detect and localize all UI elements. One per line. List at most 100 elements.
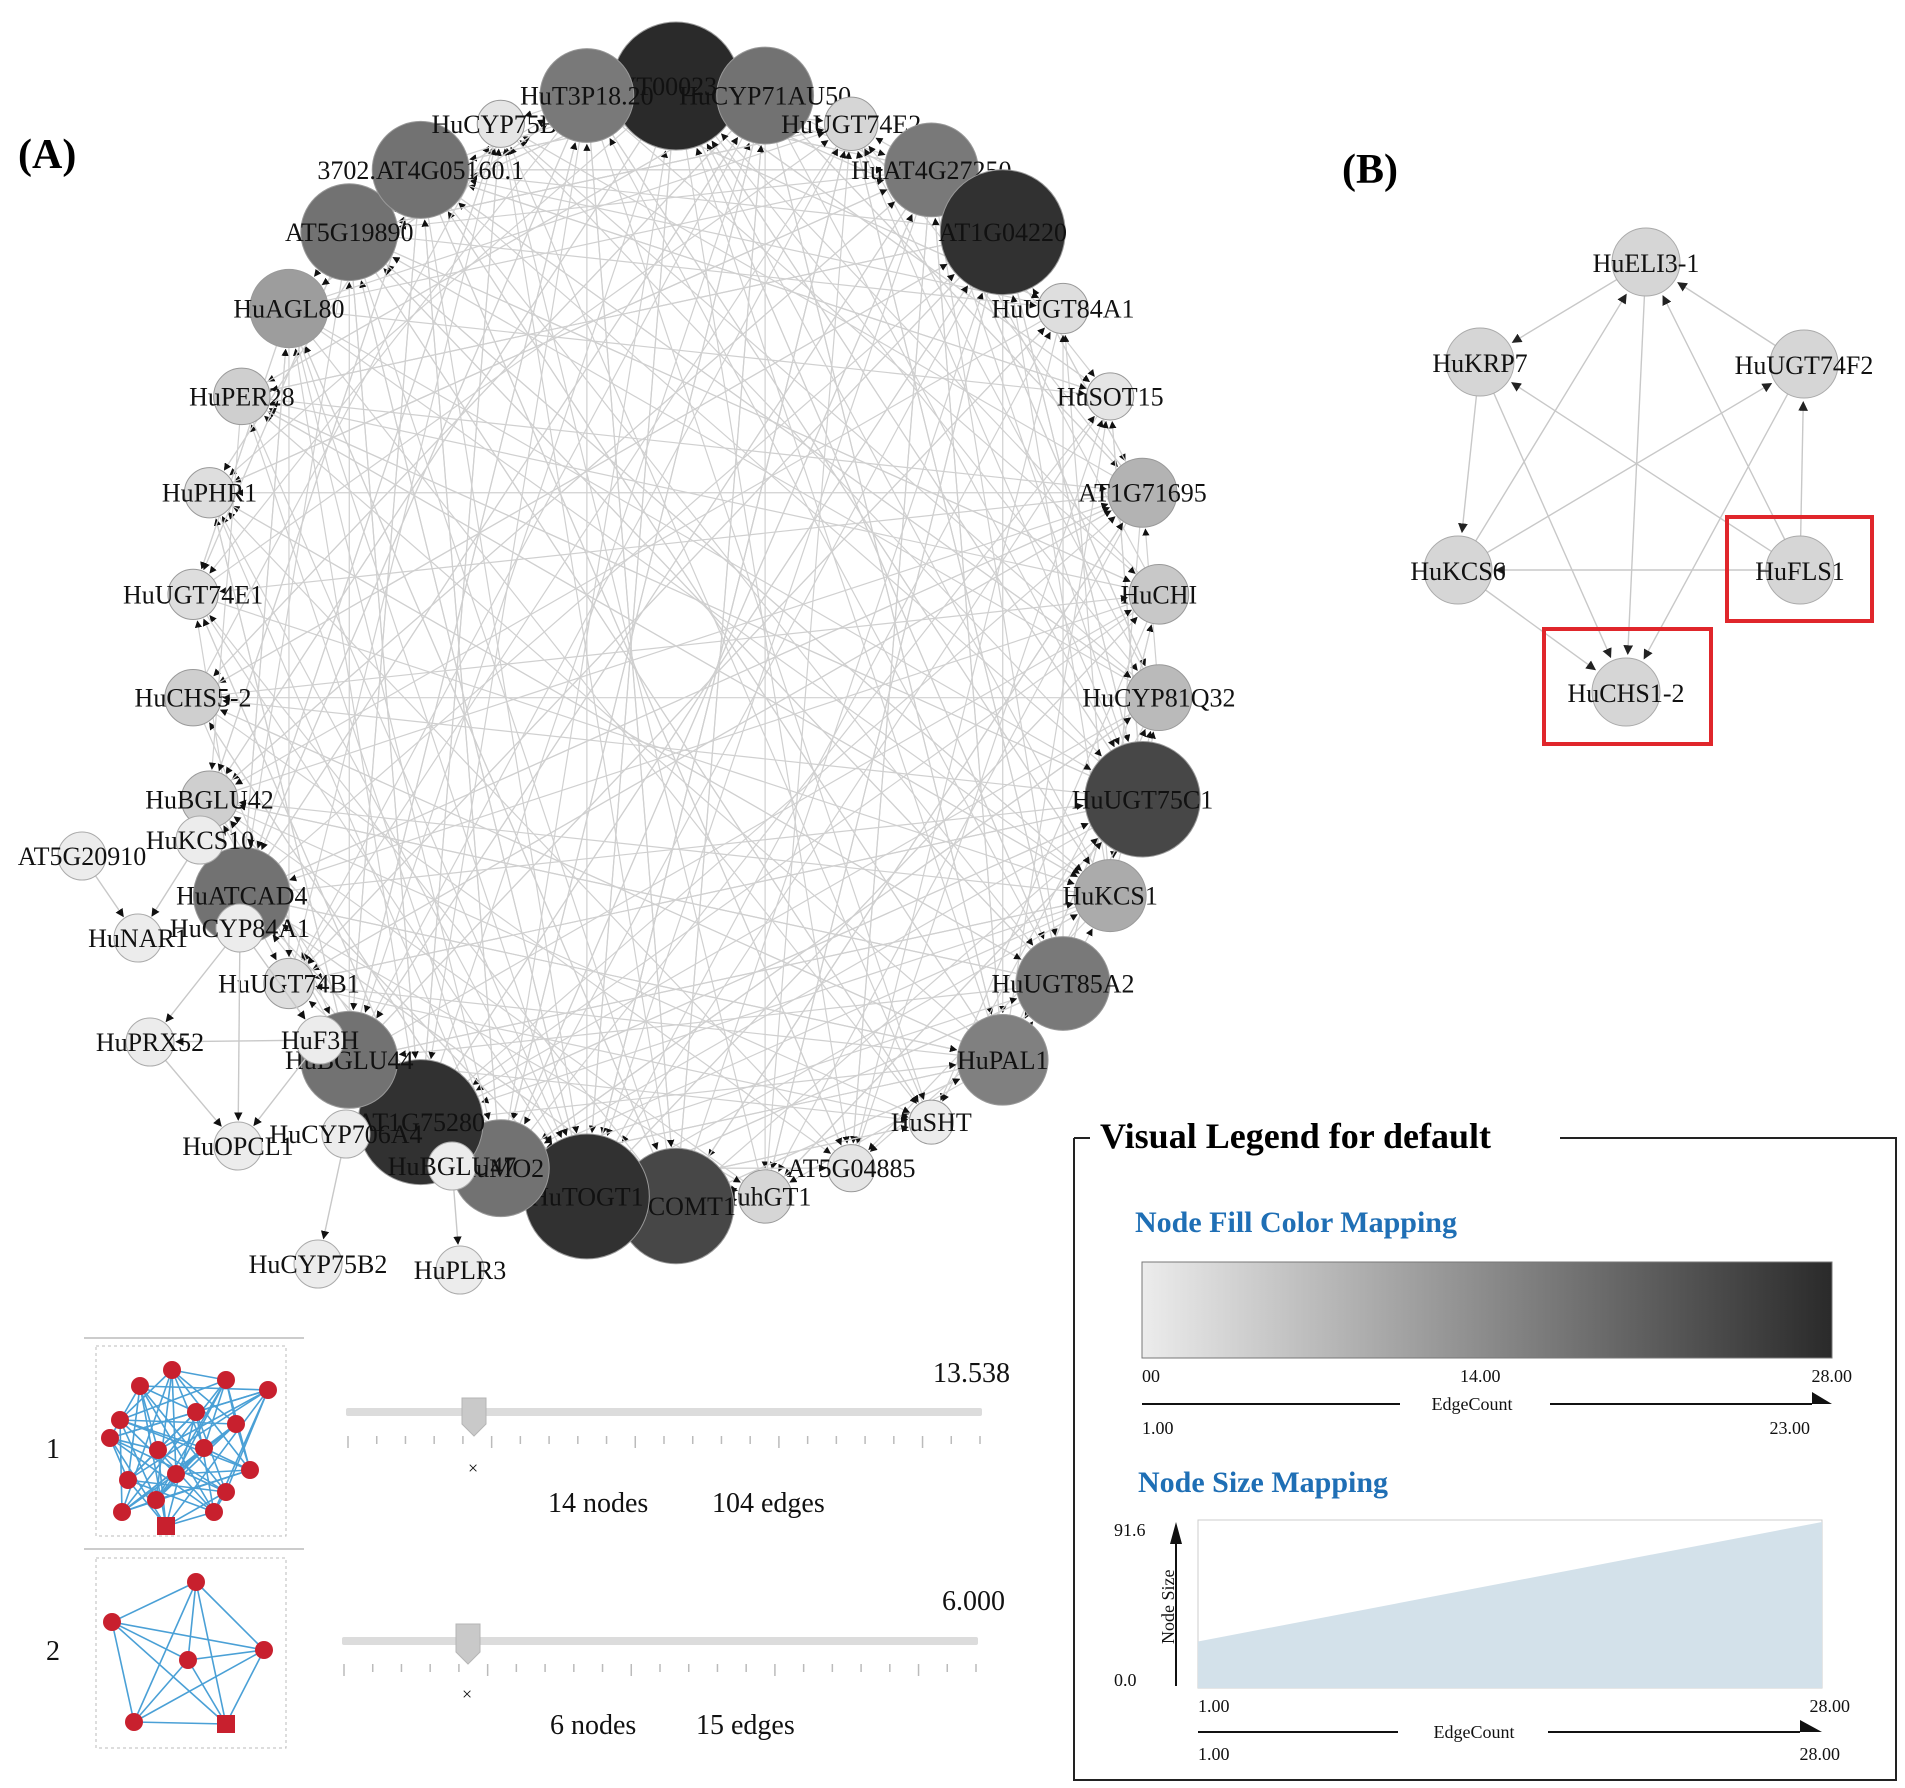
side-node[interactable]: HuKCS10: [146, 815, 254, 865]
side-node[interactable]: HuCYP75B2: [249, 1239, 388, 1289]
network-a-node[interactable]: HuPHR1: [162, 467, 257, 519]
network-a-node[interactable]: HuAGL80: [233, 268, 345, 349]
node-label: HuCHS1-2: [1567, 679, 1684, 708]
network-a-edge: [264, 415, 1004, 1061]
cluster-slider-ticks: [343, 1664, 977, 1676]
size-axis-arrow-icon: [1800, 1720, 1822, 1732]
node-circle: [427, 1141, 477, 1191]
thumbnail-edge: [171, 1369, 237, 1425]
network-a-edge: [350, 169, 422, 1011]
network-b-node[interactable]: HuKCS6: [1410, 535, 1506, 605]
network-a-node[interactable]: HuUGT74B1: [218, 957, 360, 1010]
network-a-node[interactable]: HuhGT1: [719, 1169, 811, 1224]
side-node[interactable]: HuCYP84A1: [170, 903, 310, 953]
thumbnail-edge: [119, 1419, 237, 1428]
node-label: HuCHS5-2: [135, 684, 252, 713]
network-b-node[interactable]: HuELI3-1: [1593, 227, 1700, 297]
cluster-slider-track[interactable]: [342, 1637, 978, 1645]
network-a-edge: [764, 842, 1102, 1197]
thumbnail-edge: [111, 1621, 189, 1661]
thumbnail-edge: [111, 1621, 137, 1723]
network-a-node[interactable]: HuTOGT1: [523, 1133, 650, 1260]
side-node[interactable]: HuCYP706A4: [269, 1109, 423, 1159]
thumbnail-edge: [157, 1449, 227, 1493]
network-a-node[interactable]: HuUGT84A1: [992, 282, 1135, 335]
network-a-edge: [192, 145, 490, 698]
network-a-edge: [522, 136, 1143, 494]
network-a-node[interactable]: HuUGT75C1: [1072, 740, 1214, 858]
network-a-edge: [288, 510, 1112, 984]
panel-label-a: (A): [18, 132, 76, 178]
network-a-node[interactable]: AT1G04220: [938, 169, 1067, 296]
network-a-edge: [288, 308, 1080, 875]
network-a-edge: [645, 982, 1064, 1171]
network-b-edge: [1623, 261, 1647, 656]
thumbnail-edge: [184, 1581, 197, 1661]
network-a-edge: [932, 217, 1004, 1060]
network-a-node[interactable]: HuKCS1: [1062, 859, 1158, 933]
thumbnail-node: [149, 1441, 167, 1459]
network-a-edge: [209, 201, 896, 800]
side-node[interactable]: HuPLR3: [414, 1245, 506, 1295]
network-a-node[interactable]: HuPER28: [189, 367, 295, 426]
cluster-row-1[interactable]: 1 13.538 × 14 nodes 104 edges: [46, 1345, 1010, 1537]
network-a-edge: [675, 145, 765, 1207]
node-circle: [213, 367, 271, 426]
network-a-node[interactable]: 3702.AT4G05160.1: [317, 120, 524, 219]
network-a-edge: [588, 85, 677, 1133]
network-a-edge: [288, 308, 917, 1104]
network-a-edge: [192, 697, 831, 1154]
network-a-node[interactable]: HuUGT74E2: [781, 96, 921, 151]
network-a-node[interactable]: HuUGT85A2: [992, 936, 1135, 1031]
network-a-edge: [524, 231, 1004, 1125]
node-circle: [1423, 535, 1493, 605]
network-a-node[interactable]: HuCHI: [1121, 564, 1198, 625]
side-node[interactable]: AT5G20910: [18, 831, 147, 881]
legend-frame: [1073, 1137, 1897, 1781]
node-label: HuNAR1: [88, 924, 188, 953]
network-a-node[interactable]: HuPAL1: [956, 1014, 1049, 1106]
network-a-node[interactable]: AT1G71695: [1078, 457, 1207, 528]
network-a-edge: [247, 232, 350, 847]
network-a-edge: [209, 492, 1022, 960]
cluster-row-2[interactable]: 2 6.000 × 6 nodes 15 edges: [46, 1557, 1005, 1749]
network-a-node[interactable]: HuSHT: [891, 1099, 972, 1145]
network-a-node[interactable]: AT5G19890: [285, 183, 414, 282]
cluster-slider-thumb[interactable]: [455, 1623, 481, 1665]
network-a-edge: [209, 95, 588, 574]
size-axis-label: EdgeCount: [1434, 1722, 1515, 1742]
network-a-node[interactable]: HuBGLU42: [145, 770, 274, 828]
network-a-edge: [235, 308, 1064, 785]
network-a-node[interactable]: HuCHS5-2: [135, 668, 252, 727]
network-a-edge: [500, 150, 668, 1169]
cluster-slider-thumb[interactable]: [461, 1397, 487, 1437]
network-a-node[interactable]: HuT3P18.20: [520, 48, 654, 143]
thumbnail-node: [179, 1651, 197, 1669]
network-a-node[interactable]: HuSOT15: [1057, 372, 1164, 421]
thumbnail-edge: [139, 1385, 197, 1413]
network-b-node[interactable]: HuCHS1-2: [1567, 657, 1685, 727]
node-circle: [1765, 535, 1835, 605]
network-a-node[interactable]: HuUGT74E1: [123, 568, 263, 620]
thumbnail-edge: [175, 1469, 251, 1478]
network-a-node[interactable]: AT5G04885: [787, 1144, 916, 1193]
side-node[interactable]: HuF3H: [281, 1015, 359, 1065]
network-a-edge: [420, 1061, 957, 1123]
node-circle: [57, 831, 107, 881]
side-node[interactable]: HuNAR1: [88, 913, 188, 963]
side-node[interactable]: HuOPCL1: [182, 1121, 294, 1171]
side-node[interactable]: HuBGLU47: [388, 1141, 517, 1191]
side-node[interactable]: HuPRX52: [96, 1017, 204, 1067]
thumbnail-edge: [139, 1385, 160, 1451]
network-a-node[interactable]: HuCYP71AU50: [679, 46, 851, 145]
cluster-slider-track[interactable]: [346, 1408, 982, 1416]
thumbnail-node: [101, 1429, 119, 1447]
network-b-node[interactable]: HuKRP7: [1432, 327, 1528, 397]
fill-max-label: 28.00: [1812, 1366, 1853, 1386]
network-a-node[interactable]: HuCYP81Q32: [1082, 664, 1236, 732]
side-edge: [234, 927, 243, 1121]
network-b-node[interactable]: HuFLS1: [1755, 535, 1845, 605]
node-label: HuPRX52: [96, 1028, 204, 1057]
network-b-node[interactable]: HuUGT74F2: [1735, 329, 1874, 399]
